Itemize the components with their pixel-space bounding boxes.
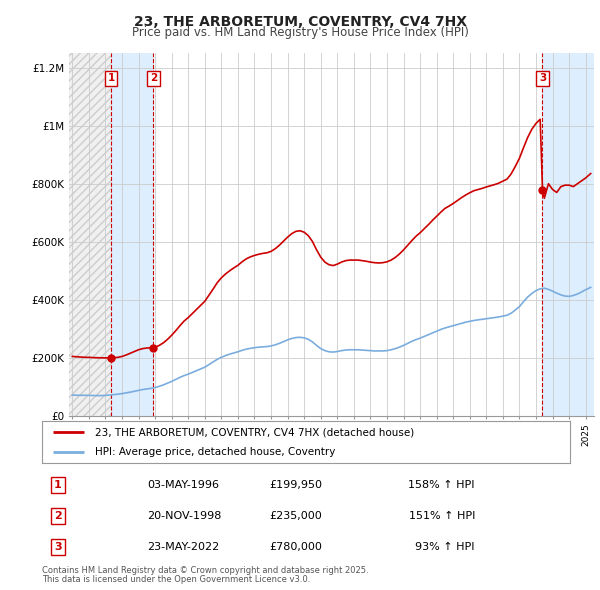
Text: 2: 2 [149,74,157,84]
Bar [542,53,594,416]
Bar [111,53,153,416]
Text: This data is licensed under the Open Government Licence v3.0.: This data is licensed under the Open Gov… [42,575,310,584]
Text: Contains HM Land Registry data © Crown copyright and database right 2025.: Contains HM Land Registry data © Crown c… [42,566,368,575]
Text: 20-NOV-1998: 20-NOV-1998 [148,511,222,521]
Text: 3: 3 [54,542,62,552]
Text: Price paid vs. HM Land Registry's House Price Index (HPI): Price paid vs. HM Land Registry's House … [131,26,469,39]
Text: HPI: Average price, detached house, Coventry: HPI: Average price, detached house, Cove… [95,447,335,457]
Text: 23, THE ARBORETUM, COVENTRY, CV4 7HX: 23, THE ARBORETUM, COVENTRY, CV4 7HX [133,15,467,29]
Text: 93% ↑ HPI: 93% ↑ HPI [415,542,475,552]
Text: £780,000: £780,000 [269,542,322,552]
Text: £199,950: £199,950 [269,480,322,490]
Text: 03-MAY-1996: 03-MAY-1996 [148,480,220,490]
Text: 2: 2 [54,511,62,521]
Text: 1: 1 [54,480,62,490]
Text: £235,000: £235,000 [269,511,322,521]
Text: 1: 1 [107,74,115,84]
Text: 23, THE ARBORETUM, COVENTRY, CV4 7HX (detached house): 23, THE ARBORETUM, COVENTRY, CV4 7HX (de… [95,427,414,437]
Bar [69,53,111,416]
Text: 23-MAY-2022: 23-MAY-2022 [148,542,220,552]
Text: 158% ↑ HPI: 158% ↑ HPI [409,480,475,490]
Text: 151% ↑ HPI: 151% ↑ HPI [409,511,475,521]
Text: 3: 3 [539,74,546,84]
